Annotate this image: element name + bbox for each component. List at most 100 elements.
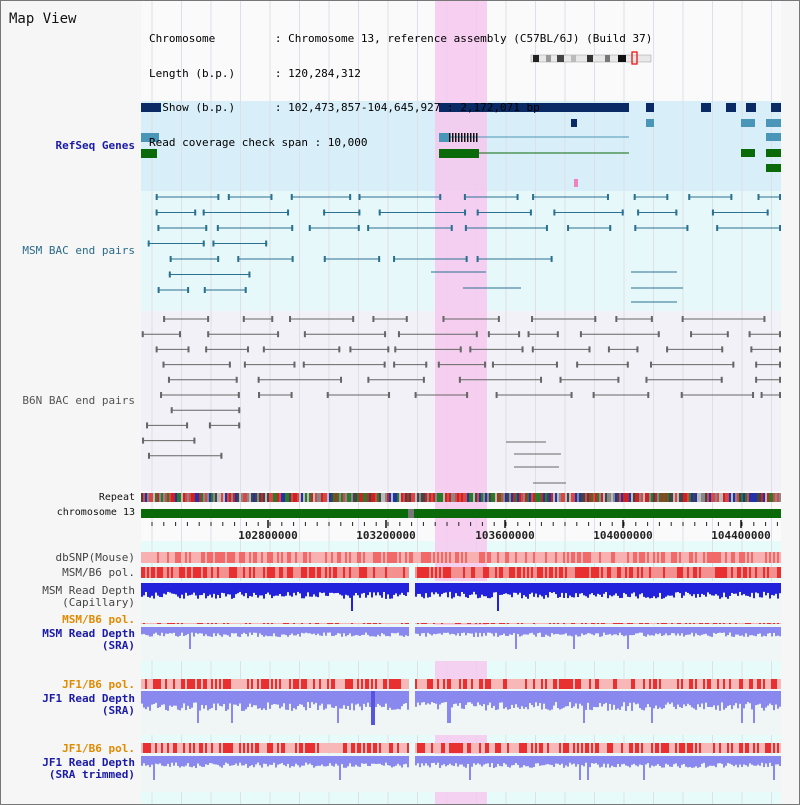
jf1-depth-sra xyxy=(771,691,773,706)
msm-pol-strip xyxy=(545,567,547,578)
track-label-b6n-bac[interactable]: B6N BAC end pairs xyxy=(22,394,135,407)
jf1-pol-strip xyxy=(245,679,247,689)
msm-depth-capillary xyxy=(707,583,709,593)
dbsnp-strip xyxy=(399,552,401,563)
jf1-pol-strip xyxy=(375,679,377,689)
repeat-feature xyxy=(439,493,441,502)
jf1-pol-strip xyxy=(371,743,373,753)
jf1-depth-sra xyxy=(301,691,303,705)
msm-depth-capillary xyxy=(547,583,549,598)
jf1-depth-sra xyxy=(617,691,619,709)
jf1-pol-strip xyxy=(407,679,409,689)
b6n-bac-pair-end xyxy=(155,346,158,353)
dbsnp-strip xyxy=(441,552,443,563)
jf1-pol-strip xyxy=(311,743,313,753)
jf1-pol-strip xyxy=(393,679,395,689)
dbsnp-strip xyxy=(765,552,767,563)
dbsnp-strip xyxy=(257,552,259,563)
ideogram-band xyxy=(618,55,626,62)
jf1-depth-sra xyxy=(405,691,407,704)
msm-depth-sra xyxy=(475,627,477,633)
jf1-pol-strip xyxy=(149,679,151,689)
b6n-bac-pair-end xyxy=(367,376,370,383)
jf1-depth-sra xyxy=(753,691,755,723)
track-label-refseq[interactable]: RefSeq Genes xyxy=(55,139,135,152)
msm-depth-sra xyxy=(649,627,651,636)
jf1-depth-sra xyxy=(723,691,725,710)
jf1-pol-strip xyxy=(675,679,677,689)
msm-pol-strip xyxy=(521,567,523,578)
msm-depth-capillary xyxy=(177,583,179,597)
jf1-pol-strip xyxy=(523,743,525,753)
jf1-depth-sra xyxy=(479,691,481,705)
jf1-pol-strip xyxy=(227,679,229,689)
jf1-pol-strip xyxy=(629,743,631,753)
msm-pol-strip xyxy=(183,567,185,578)
repeat-feature xyxy=(419,493,421,502)
msm-depth-capillary xyxy=(683,583,685,596)
msm-depth-sra xyxy=(393,627,395,634)
dbsnp-strip xyxy=(157,552,159,563)
dbsnp-strip xyxy=(529,552,531,563)
jf1-depth-sra xyxy=(231,691,233,723)
msm-bac-pair-end xyxy=(367,225,370,231)
msm-depth-capillary xyxy=(729,583,731,596)
jf1-depth-trimmed xyxy=(427,756,429,766)
jf1-pol-strip xyxy=(329,679,331,689)
repeat-feature xyxy=(599,493,601,502)
track-label-msm-bac[interactable]: MSM BAC end pairs xyxy=(22,244,135,257)
repeat-feature xyxy=(159,493,161,502)
repeat-feature xyxy=(191,493,193,502)
msm-depth-sra xyxy=(665,627,667,634)
repeat-feature xyxy=(653,493,655,502)
b6n-bac-pair-end xyxy=(555,361,558,368)
msm-depth-capillary xyxy=(373,583,375,593)
dbsnp-strip xyxy=(263,552,265,563)
msm-depth-capillary xyxy=(247,583,249,599)
repeat-feature xyxy=(649,493,651,502)
jf1-depth-sra xyxy=(145,691,147,710)
gene xyxy=(741,119,755,127)
jf1-depth-sra xyxy=(243,691,245,711)
msm-pol-strip xyxy=(385,567,387,578)
msm-pol-strip xyxy=(753,567,755,578)
jf1-pol-strip xyxy=(695,679,697,689)
msm-bac-pair-end xyxy=(779,225,781,231)
msm-depth-sra xyxy=(679,627,681,636)
msm-depth-capillary xyxy=(419,583,421,594)
dbsnp-strip xyxy=(155,552,157,563)
jf1-depth-sra xyxy=(407,691,409,710)
msm-pol-strip xyxy=(421,567,423,578)
repeat-feature xyxy=(529,493,531,502)
msm-depth-sra xyxy=(495,627,497,633)
msm-depth-capillary xyxy=(211,583,213,598)
repeat-feature xyxy=(765,493,767,502)
msm-depth-sra xyxy=(427,627,429,633)
msm-depth-capillary xyxy=(759,583,761,598)
msm-depth-sra xyxy=(295,627,297,636)
b6n-bac-pair-end xyxy=(262,346,265,353)
jf1-depth-sra xyxy=(433,691,435,703)
jf1-depth-trimmed xyxy=(265,756,267,764)
jf1-depth-trimmed xyxy=(485,756,487,764)
msm-depth-capillary xyxy=(545,583,547,596)
msm-depth-sra xyxy=(173,627,175,633)
jf1-pol-strip xyxy=(459,679,461,689)
jf1-depth-sra xyxy=(251,691,253,708)
jf1-pol-strip xyxy=(503,679,505,689)
repeat-feature xyxy=(707,493,709,502)
msm-depth-capillary xyxy=(725,583,727,598)
msm-depth-capillary xyxy=(655,583,657,599)
repeat-feature xyxy=(493,493,495,502)
repeat-feature xyxy=(647,493,649,502)
jf1-depth-sra xyxy=(761,691,763,708)
jf1-pol-strip xyxy=(747,679,749,689)
msm-depth-capillary xyxy=(235,583,237,595)
jf1-depth-sra xyxy=(417,691,419,703)
msm-pol-strip xyxy=(465,567,467,578)
dbsnp-strip xyxy=(153,552,155,563)
msm-depth-capillary xyxy=(527,583,529,599)
msm-pol-strip xyxy=(619,567,621,578)
repeat-feature xyxy=(233,493,235,502)
